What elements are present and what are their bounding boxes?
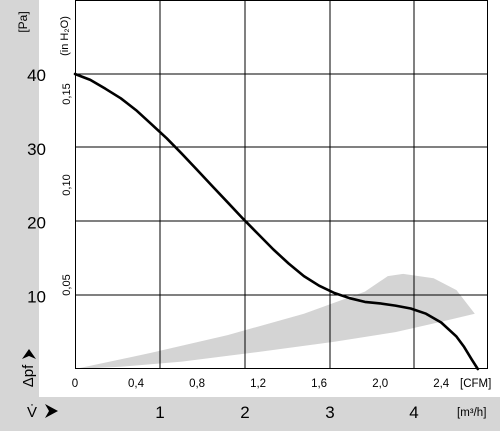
inner-axis-unit: (in H₂O) <box>59 16 71 56</box>
left-axis-symbol: Δpf <box>20 364 37 387</box>
m3h-tick-label: 1 <box>155 403 164 422</box>
m3h-tick-label: 2 <box>240 403 249 422</box>
m3h-tick-label: 3 <box>325 403 334 422</box>
inner-tick-label: 0,05 <box>61 274 73 295</box>
cfm-tick-label: 1,2 <box>250 378 266 390</box>
left-axis-arrow-icon <box>22 349 36 359</box>
cfm-axis-ticks: 0 0,4 0,8 1,2 1,6 2,0 2,4 <box>72 378 450 390</box>
left-tick-label: 20 <box>27 214 46 233</box>
pressure-curve <box>73 72 480 371</box>
left-tick-label: 10 <box>27 287 46 306</box>
bottom-axis-band <box>0 397 500 431</box>
plot-frame <box>75 0 488 369</box>
m3h-axis-symbol: V̇ <box>27 404 37 421</box>
cfm-tick-label: 0,8 <box>189 378 205 390</box>
cfm-tick-label: 0 <box>72 378 78 390</box>
left-axis-ticks: 10 20 30 40 <box>27 66 46 306</box>
inner-tick-label: 0,15 <box>61 83 73 104</box>
m3h-axis-ticks: 1 2 3 4 <box>155 403 418 422</box>
m3h-axis-arrow-icon <box>45 404 58 418</box>
grid-lines <box>75 1 487 369</box>
inner-tick-label: 0,10 <box>61 174 73 195</box>
cfm-tick-label: 0,4 <box>128 378 145 390</box>
cfm-axis-unit: [CFM] <box>460 378 491 390</box>
left-axis-unit: [Pa] <box>16 11 30 32</box>
left-tick-label: 30 <box>27 140 46 159</box>
left-tick-label: 40 <box>27 66 46 85</box>
cfm-tick-label: 1,6 <box>311 378 327 390</box>
plot-area <box>73 0 488 371</box>
inner-axis-ticks: 0,05 0,10 0,15 <box>61 83 73 295</box>
m3h-tick-label: 4 <box>409 403 418 422</box>
m3h-axis-unit: [m³/h] <box>457 407 486 419</box>
cfm-tick-label: 2,4 <box>433 378 450 390</box>
left-axis-band <box>0 0 39 397</box>
cfm-tick-label: 2,0 <box>372 378 388 390</box>
operating-band <box>75 273 475 369</box>
